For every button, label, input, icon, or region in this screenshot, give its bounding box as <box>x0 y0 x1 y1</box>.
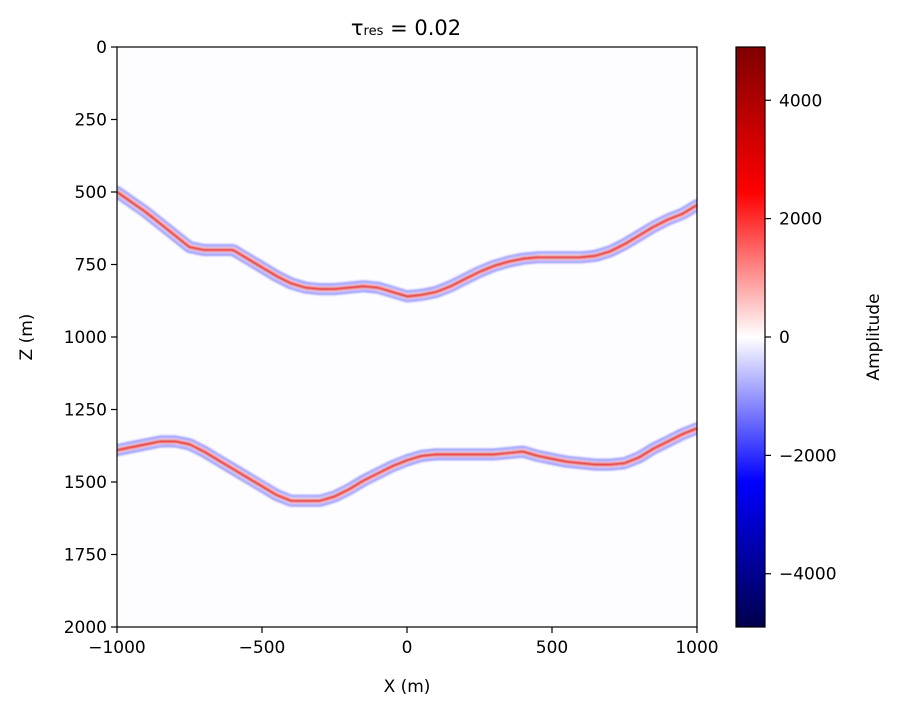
title-subscript: res <box>364 24 384 39</box>
colorbar-tick-label: 0 <box>779 328 790 348</box>
y-tick-label: 1750 <box>64 546 107 566</box>
y-axis-label: Z (m) <box>17 314 37 361</box>
chart-title: τres = 0.02 <box>351 16 461 40</box>
reflector-layer <box>117 186 697 507</box>
x-tick-label: −500 <box>239 638 286 658</box>
colorbar-tick-label: −2000 <box>779 446 837 466</box>
x-tick-label: 1000 <box>675 638 718 658</box>
reflector-peak-1 <box>117 426 697 503</box>
colorbar <box>735 46 766 628</box>
y-tick-label: 1250 <box>64 401 107 421</box>
y-tick-label: 750 <box>75 256 107 276</box>
x-tick-label: 500 <box>536 638 568 658</box>
y-tick-label: 250 <box>75 111 107 131</box>
x-tick-label: 0 <box>402 638 413 658</box>
colorbar-tick-label: −4000 <box>779 565 837 585</box>
x-axis-label: X (m) <box>384 677 431 697</box>
title-suffix: = 0.02 <box>383 16 461 40</box>
colorbar-tick-label: 2000 <box>779 210 822 230</box>
colorbar-label: Amplitude <box>864 293 884 380</box>
title-prefix: τ <box>351 16 364 40</box>
y-tick-label: 1000 <box>64 328 107 348</box>
y-tick-label: 2000 <box>64 618 107 638</box>
colorbar-tick-label: 4000 <box>779 91 822 111</box>
x-axis: −1000 −500 0 500 1000 <box>88 627 719 658</box>
y-tick-label: 500 <box>75 183 107 203</box>
reflector-peak-0 <box>117 190 697 299</box>
y-tick-label: 1500 <box>64 473 107 493</box>
colorbar-axis: 4000 2000 0 −2000 −4000 <box>765 91 837 585</box>
x-tick-label: −1000 <box>88 638 146 658</box>
y-axis: 0 250 500 750 1000 1250 1500 1750 2000 <box>64 38 117 638</box>
plot-background <box>117 47 697 627</box>
y-tick-label: 0 <box>96 38 107 58</box>
